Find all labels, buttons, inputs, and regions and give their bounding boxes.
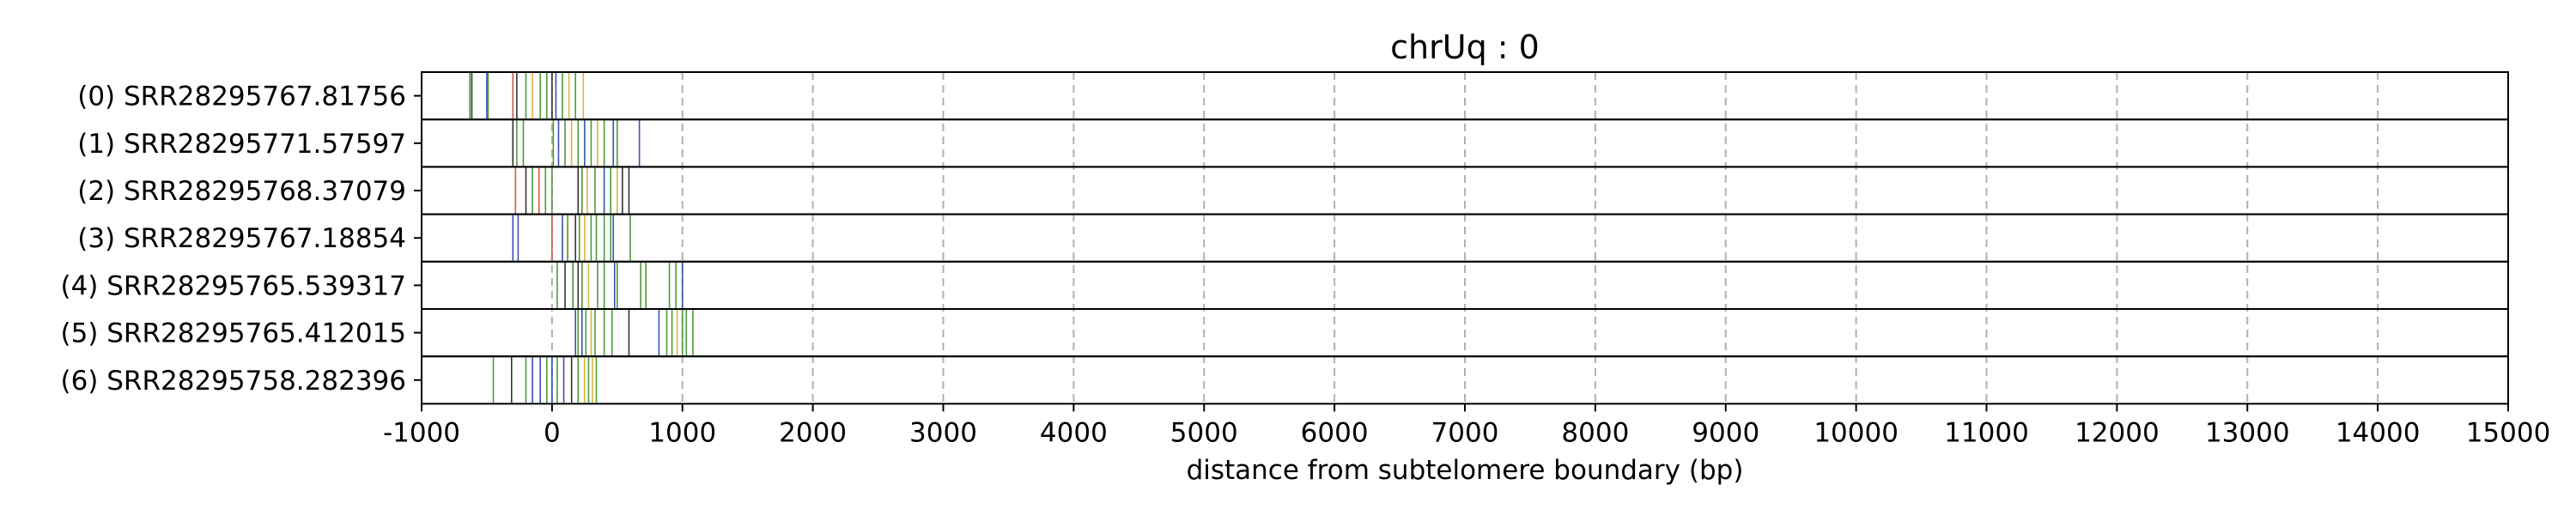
x-tick-label: 5000 [1170,417,1238,448]
row-label: (6) SRR28295758.282396 [60,366,406,397]
x-tick-label: 10000 [1814,417,1899,448]
x-tick-label: 7000 [1431,417,1499,448]
x-tick-label: 14000 [2336,417,2421,448]
read-row: (4) SRR28295765.539317 [60,260,2509,310]
x-tick-label: 8000 [1561,417,1629,448]
row-label: (4) SRR28295765.539317 [60,270,406,301]
x-tick-label: 13000 [2205,417,2290,448]
row-label: (5) SRR28295765.412015 [60,318,406,349]
read-row: (1) SRR28295771.57597 [77,118,2509,168]
x-tick-label: 3000 [909,417,977,448]
x-tick-label: 15000 [2466,417,2551,448]
x-tick-label: 4000 [1040,417,1108,448]
row-label: (0) SRR28295767.81756 [77,82,406,112]
x-tick-label: 0 [544,417,561,448]
read-row: (5) SRR28295765.412015 [60,308,2509,358]
x-tick-label: 1000 [648,417,716,448]
x-tick-label: 11000 [1944,417,2029,448]
x-tick-label: 6000 [1301,417,1369,448]
x-tick-label: 12000 [2075,417,2160,448]
row-label: (2) SRR28295768.37079 [77,176,406,207]
grid-lines [421,72,2509,404]
x-tick-label: -1000 [383,417,460,448]
x-axis-label: distance from subtelomere boundary (bp) [1187,455,1744,486]
read-row: (2) SRR28295768.37079 [77,166,2509,215]
row-label: (3) SRR28295767.18854 [77,223,406,254]
row-label: (1) SRR28295771.57597 [77,129,406,160]
x-tick-label: 2000 [779,417,847,448]
read-rows: (0) SRR28295767.81756 (1) SRR28295771.575… [60,71,2509,405]
x-tick-label: 9000 [1692,417,1759,448]
read-row: (3) SRR28295767.18854 [77,213,2509,263]
x-axis-ticks: -1000 0 1000 2000 3000 4000 5000 6000 7000 8000 90… [383,403,2550,448]
read-row: (6) SRR28295758.282396 [60,355,2509,405]
read-row: (0) SRR28295767.81756 [77,71,2509,121]
chart-title: chrUq : 0 [1390,28,1540,66]
